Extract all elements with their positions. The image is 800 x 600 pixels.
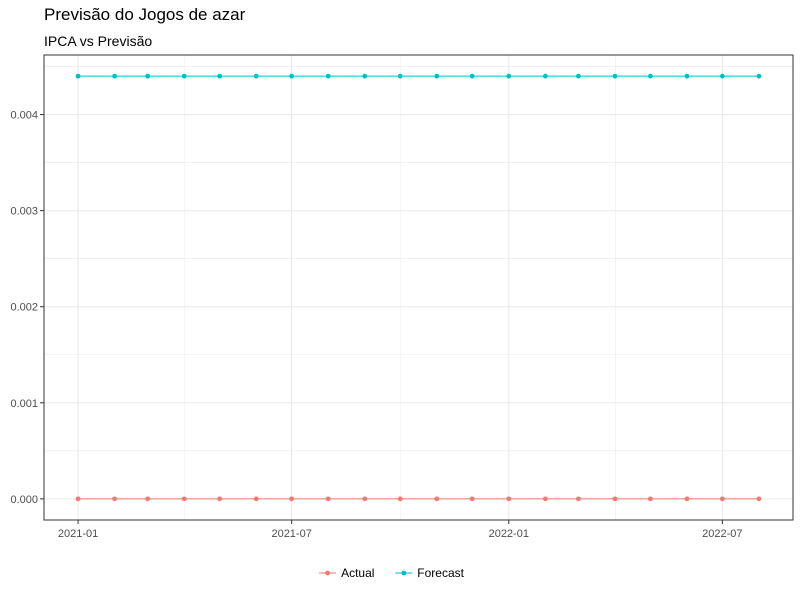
axis-layer: 0.000 0.001 0.002 0.003 0.004 2021-01 2021-07 2… xyxy=(10,110,742,540)
data-point-forecast xyxy=(612,73,618,79)
data-point-forecast xyxy=(181,73,187,79)
data-point-forecast xyxy=(75,73,81,79)
y-tick-label: 0.003 xyxy=(10,206,38,218)
legend-item-actual: Actual xyxy=(319,566,374,580)
legend-label: Forecast xyxy=(417,566,464,580)
data-point-actual xyxy=(325,496,331,502)
y-tick-label: 0.004 xyxy=(10,110,38,122)
data-point-forecast xyxy=(542,73,548,79)
x-tick-label: 2021-01 xyxy=(58,528,98,540)
grid-layer xyxy=(44,55,793,520)
data-point-actual xyxy=(469,496,475,502)
data-point-actual xyxy=(684,496,690,502)
y-tick-label: 0.001 xyxy=(10,398,38,410)
data-point-actual xyxy=(756,496,762,502)
data-point-forecast xyxy=(434,73,440,79)
data-point-forecast xyxy=(325,73,331,79)
data-point-forecast xyxy=(253,73,259,79)
data-point-forecast xyxy=(576,73,581,79)
legend-key-point xyxy=(401,570,407,576)
y-tick-label: 0.002 xyxy=(10,302,38,314)
data-point-actual xyxy=(647,496,653,502)
data-point-actual xyxy=(434,496,440,502)
legend-item-forecast: Forecast xyxy=(395,566,465,580)
legend-key-point xyxy=(325,570,330,576)
data-point-forecast xyxy=(506,73,512,79)
data-point-actual xyxy=(75,496,81,502)
data-point-actual xyxy=(181,496,187,502)
data-point-actual xyxy=(612,496,618,502)
data-point-actual xyxy=(397,496,403,502)
legend-label: Actual xyxy=(341,566,374,580)
data-point-forecast xyxy=(362,73,368,79)
data-point-forecast xyxy=(756,73,762,79)
data-point-actual xyxy=(217,496,223,502)
data-point-forecast xyxy=(397,73,403,79)
panel-border xyxy=(43,54,794,521)
data-point-actual xyxy=(506,496,512,502)
data-point-actual xyxy=(362,496,368,502)
data-point-actual xyxy=(289,496,295,502)
data-point-actual xyxy=(145,496,151,502)
x-tick-label: 2022-01 xyxy=(489,528,529,540)
chart-subtitle: IPCA vs Previsão xyxy=(44,33,153,49)
data-point-forecast xyxy=(719,73,725,79)
data-point-actual xyxy=(542,496,548,502)
data-point-actual xyxy=(112,496,118,502)
y-tick-label: 0.000 xyxy=(10,494,38,506)
data-point-forecast xyxy=(469,73,475,79)
data-point-forecast xyxy=(289,73,295,79)
series-layer xyxy=(75,73,762,502)
data-point-actual xyxy=(576,496,581,502)
x-tick-label: 2021-07 xyxy=(271,528,311,540)
data-point-actual xyxy=(253,496,259,502)
x-tick-label: 2022-07 xyxy=(702,528,742,540)
chart-title: Previsão do Jogos de azar xyxy=(44,5,246,24)
data-point-forecast xyxy=(647,73,653,79)
data-point-forecast xyxy=(145,73,151,79)
data-point-forecast xyxy=(217,73,223,79)
data-point-forecast xyxy=(684,73,690,79)
legend: Actual Forecast xyxy=(319,566,465,580)
data-point-actual xyxy=(719,496,725,502)
data-point-forecast xyxy=(112,73,118,79)
